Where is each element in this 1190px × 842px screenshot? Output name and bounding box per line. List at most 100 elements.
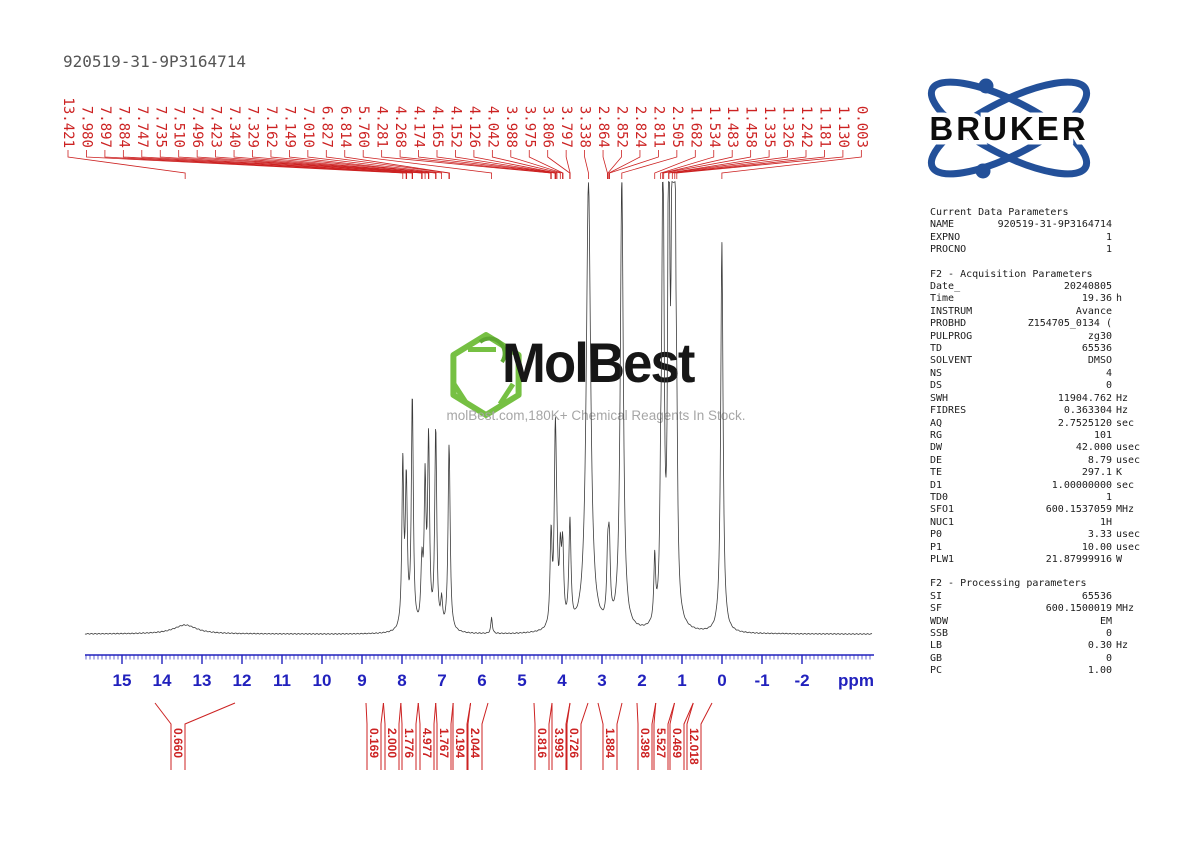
param-row: AQ 2.7525120 sec — [930, 418, 1148, 430]
param-name: NS — [930, 367, 943, 379]
peak-label: 7.423 — [208, 106, 224, 148]
param-row: TD 65536 — [930, 343, 1148, 355]
axis-tick-label: 4 — [557, 671, 567, 690]
peak-connector — [141, 150, 413, 179]
param-value: 4 — [1105, 367, 1112, 379]
peak-connector — [233, 150, 429, 179]
param-name: INSTRUM — [930, 305, 973, 317]
integral-value: 3.993 — [552, 728, 566, 758]
param-value: 1 — [1105, 244, 1112, 256]
param-name: LB — [930, 640, 943, 652]
integral-bracket — [435, 702, 454, 770]
axis-tick-label: 1 — [677, 671, 686, 690]
axis-tick-label: 11 — [273, 671, 291, 690]
integral-value: 5.527 — [654, 728, 668, 758]
param-name: TD — [930, 343, 943, 355]
param-section-header: F2 - Acquisition Parameters — [930, 268, 1093, 280]
param-name: DS — [930, 380, 943, 392]
param-unit — [1112, 665, 1148, 677]
peak-connector — [215, 150, 426, 179]
param-name: EXPNO — [930, 231, 961, 243]
param-row: Date_ 20240805 — [930, 281, 1148, 293]
param-row: DS 0 — [930, 380, 1148, 392]
peak-connector — [67, 150, 186, 179]
param-value: EM — [1099, 615, 1112, 627]
peak-label: 1.682 — [687, 106, 703, 148]
peak-label: 2.811 — [650, 106, 666, 148]
peak-connector — [608, 150, 641, 179]
param-row: TD0 1 — [930, 492, 1148, 504]
param-row: PLW1 21.87999916 W — [930, 554, 1148, 566]
peak-label: 7.329 — [245, 106, 261, 148]
integral-bracket — [653, 702, 675, 770]
peak-connector — [662, 150, 733, 179]
integral-value: 0.194 — [453, 728, 467, 758]
param-value: 600.1537059 — [1045, 504, 1112, 516]
param-unit: Hz — [1116, 640, 1129, 652]
peak-label: 7.884 — [115, 106, 131, 148]
integral-bracket — [686, 702, 713, 770]
bruker-orbit-dot-bottom — [975, 163, 991, 179]
param-name: GB — [930, 652, 943, 664]
param-row: DE 8.79 usec — [930, 455, 1148, 467]
param-row: SFO1 600.1537059 MHz — [930, 504, 1148, 516]
param-unit — [1112, 244, 1148, 256]
peak-connector — [104, 150, 407, 179]
param-section-header: Current Data Parameters — [930, 207, 1069, 218]
param-unit: h — [1116, 293, 1123, 305]
peak-connector — [252, 150, 430, 179]
peak-connector — [178, 150, 422, 179]
peak-label: 4.281 — [374, 106, 390, 148]
peak-connector — [473, 150, 558, 179]
param-value: DMSO — [1087, 355, 1112, 367]
param-row: INSTRUM Avance — [930, 306, 1148, 318]
peak-connector — [289, 150, 437, 179]
peak-label: 7.510 — [171, 106, 187, 148]
param-row: PROCNO 1 — [930, 244, 1148, 256]
axis-tick-label: 10 — [313, 671, 332, 690]
param-row: P1 10.00 usec — [930, 542, 1148, 554]
param-value: 1.00 — [1087, 665, 1112, 677]
param-row: P0 3.33 usec — [930, 529, 1148, 541]
param-row: TE 297.1 K — [930, 467, 1148, 479]
peak-label: 4.042 — [484, 106, 500, 148]
peak-label: 3.806 — [540, 106, 556, 148]
param-value: 65536 — [1081, 590, 1112, 602]
param-unit: usec — [1116, 442, 1141, 454]
bruker-logo-text: BRUKER — [929, 110, 1088, 147]
param-value: 1 — [1105, 231, 1112, 243]
param-row: SI 65536 — [930, 591, 1148, 603]
param-name: TE — [930, 467, 943, 479]
peak-label: 7.149 — [281, 106, 297, 148]
param-row: EXPNO 1 — [930, 232, 1148, 244]
param-value: zg30 — [1087, 330, 1112, 342]
param-unit: sec — [1116, 479, 1135, 491]
param-unit — [1112, 343, 1148, 355]
param-name: SF — [930, 603, 943, 615]
param-unit: MHz — [1116, 504, 1135, 516]
axis-tick-label: 13 — [193, 671, 212, 690]
param-unit: Hz — [1116, 405, 1129, 417]
param-value: 0 — [1105, 628, 1112, 639]
param-name: PROCNO — [930, 244, 967, 256]
param-value: Avance — [1075, 305, 1112, 317]
peak-connector — [668, 150, 788, 179]
param-section-header: F2 - Processing parameters — [930, 578, 1087, 590]
axis-tick-label: -1 — [754, 671, 769, 690]
param-unit: Hz — [1116, 392, 1129, 404]
peak-label: 3.975 — [521, 106, 537, 148]
peak-connector — [325, 150, 450, 179]
param-unit — [1112, 380, 1148, 392]
peak-label: 1.483 — [724, 106, 740, 148]
param-value: 101 — [1093, 429, 1112, 441]
peak-connector — [565, 150, 571, 179]
peak-connector — [436, 150, 556, 179]
peak-label: 7.162 — [263, 106, 279, 148]
param-row: FIDRES 0.363304 Hz — [930, 405, 1148, 417]
peak-connector — [381, 150, 552, 179]
peak-label: 1.130 — [835, 106, 851, 148]
integral-bracket — [597, 702, 623, 770]
param-unit: usec — [1116, 541, 1141, 553]
param-value: 920519-31-9P3164714 — [997, 219, 1112, 231]
peak-connector — [362, 150, 492, 179]
